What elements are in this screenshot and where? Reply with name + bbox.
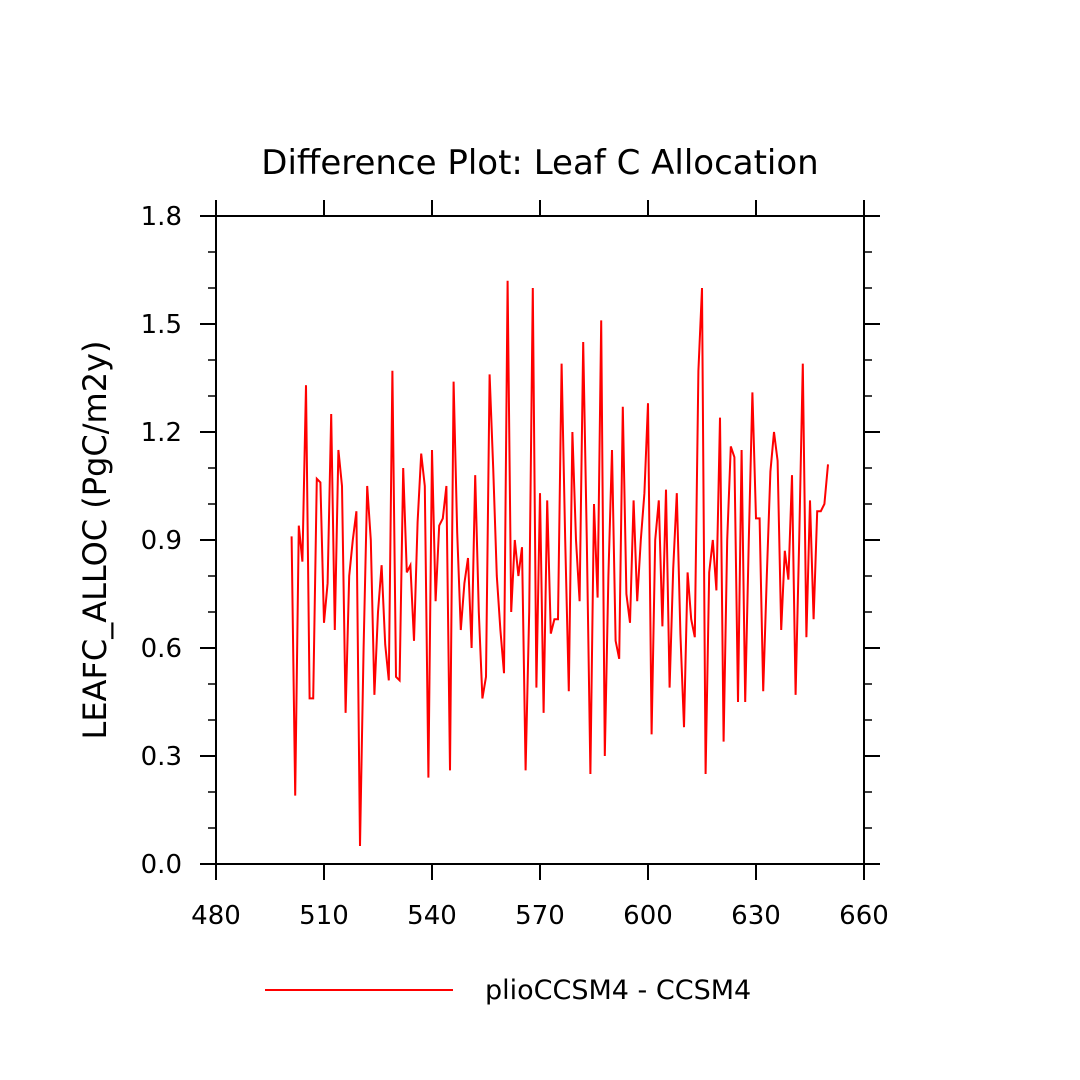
y-tick-label: 0.0 xyxy=(141,850,182,880)
y-axis-ticks xyxy=(200,215,880,865)
x-tick-label: 540 xyxy=(407,901,457,931)
series-line-0 xyxy=(290,280,829,847)
x-tick-label: 510 xyxy=(299,901,349,931)
y-tick-label: 1.5 xyxy=(141,310,182,340)
x-axis-ticks xyxy=(215,200,865,880)
y-tick-label: 1.8 xyxy=(141,202,182,232)
y-tick-label: 0.6 xyxy=(141,634,182,664)
x-tick-label: 570 xyxy=(515,901,565,931)
x-axis-tick-labels: 480 510 540 570 600 630 660 xyxy=(191,901,889,931)
x-tick-label: 660 xyxy=(839,901,889,931)
x-tick-label: 630 xyxy=(731,901,781,931)
y-tick-label: 0.3 xyxy=(141,742,182,772)
legend-label: plioCCSM4 - CCSM4 xyxy=(485,975,751,1006)
series-layer xyxy=(290,280,829,847)
x-tick-label: 600 xyxy=(623,901,673,931)
chart-title: Difference Plot: Leaf C Allocation xyxy=(261,143,818,183)
plot-frame xyxy=(215,215,865,865)
y-tick-label: 0.9 xyxy=(141,526,182,556)
legend: plioCCSM4 - CCSM4 xyxy=(265,975,751,1006)
x-tick-label: 480 xyxy=(191,901,241,931)
y-axis-tick-labels: 0.0 0.3 0.6 0.9 1.2 1.5 1.8 xyxy=(141,202,182,880)
y-axis-label: LEAFC_ALLOC (PgC/m2y) xyxy=(76,341,114,740)
y-tick-label: 1.2 xyxy=(141,418,182,448)
